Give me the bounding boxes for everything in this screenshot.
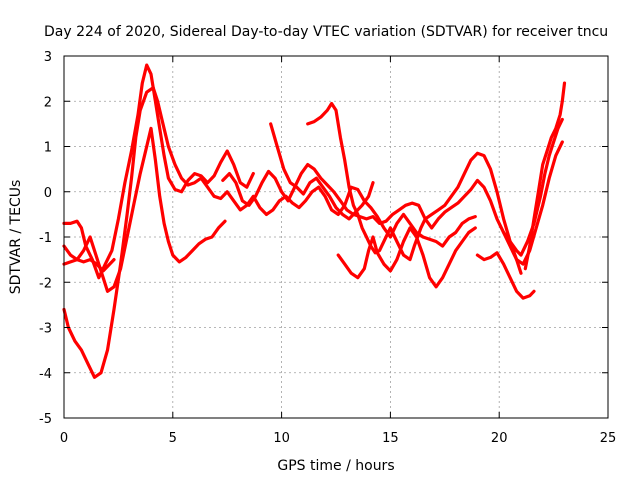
x-tick-label: 5 [169,431,177,446]
y-tick-label: 1 [44,141,52,156]
y-tick-label: 0 [44,186,52,201]
y-tick-label: -1 [39,231,52,246]
grid-lines [64,56,608,418]
x-tick-label: 0 [60,431,68,446]
x-tick-label: 15 [382,431,399,446]
series-sat-d [62,258,116,273]
y-axis-label: SDTVAR / TECUs [8,180,24,295]
series-sat-h [306,101,523,275]
series-sat-a [62,63,255,280]
series-sat-k [502,117,564,257]
x-tick-label: 20 [491,431,508,446]
series-sat-b [62,86,268,379]
x-tick-label: 25 [600,431,617,446]
y-tick-label: -3 [39,322,52,337]
y-tick-label: -4 [39,367,52,382]
series-sat-g [269,122,375,221]
series-sat-j [475,251,536,300]
series-sat-i [336,226,477,289]
axis-ticks: 0 5 10 15 20 25 -5 -4 -3 -2 -1 0 1 2 3 [39,50,616,446]
series-sat-c [62,126,227,293]
data-series-layer [62,63,567,379]
series-sat-l [523,81,567,271]
x-tick-label: 10 [273,431,290,446]
series-sat-f [264,185,477,248]
y-tick-label: -2 [39,276,52,291]
chart-title: Day 224 of 2020, Sidereal Day-to-day VTE… [44,24,608,40]
x-axis-label: GPS time / hours [277,458,394,474]
y-tick-label: -5 [39,412,52,427]
y-tick-label: 2 [44,95,52,110]
y-tick-label: 3 [44,50,52,65]
